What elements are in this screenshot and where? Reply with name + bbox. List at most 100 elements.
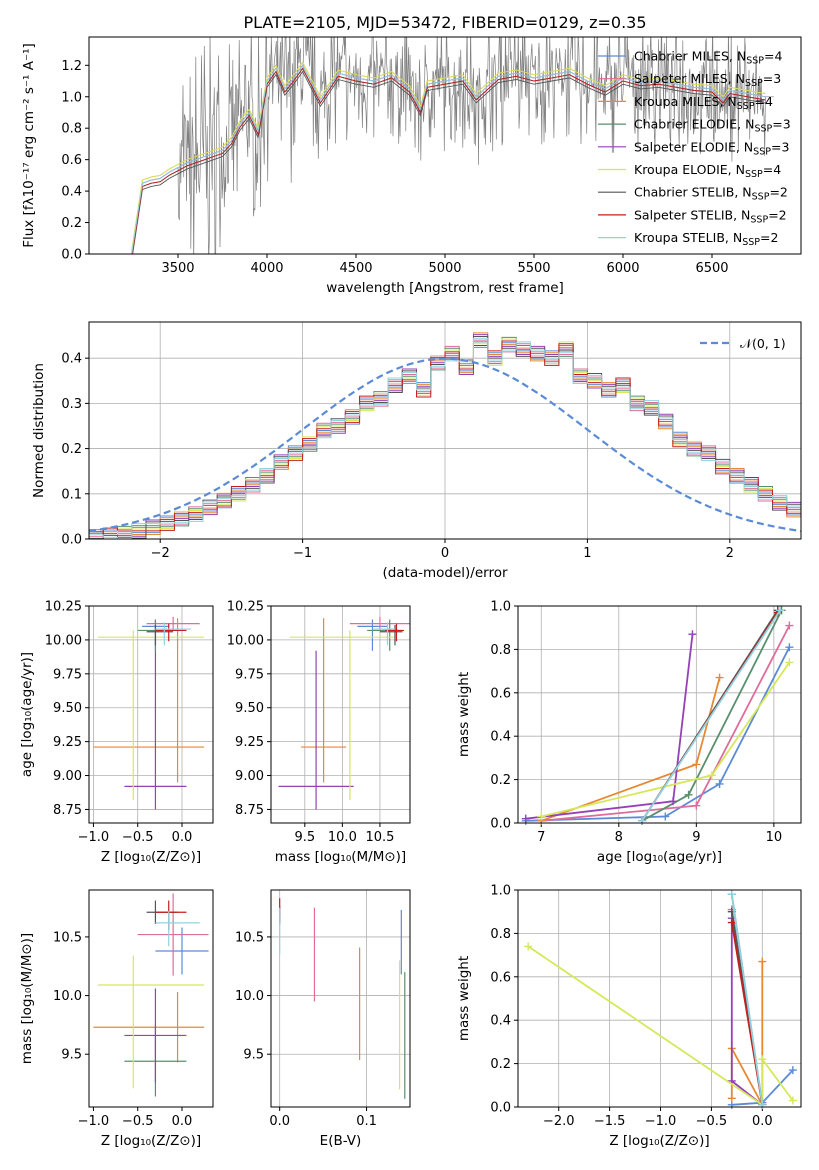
mass-weight-point-7 xyxy=(727,918,736,927)
residual-histogram-0 xyxy=(89,342,801,539)
legend-name: Salpeter ELODIE, N xyxy=(634,139,753,154)
chart-title: PLATE=2105, MJD=53472, FIBERID=0129, z=0… xyxy=(243,13,646,32)
mass-weight-point-2 xyxy=(758,957,767,966)
legend-tail: =4 xyxy=(755,94,773,109)
legend-entry-0: Chabrier MILES, NSSP=4 xyxy=(634,49,783,67)
y-tick-label-5: 9.5 xyxy=(61,1048,82,1063)
x-axis-label-7: Z [log₁₀(Z/Z⊙)] xyxy=(609,1133,709,1149)
x-tick-label-3: 9.5 xyxy=(294,830,315,845)
x-tick-label-5: 0.0 xyxy=(172,1114,193,1129)
legend-tail: =4 xyxy=(763,162,781,177)
y-tick-label-5: 10.0 xyxy=(53,989,82,1004)
axes-frame-2 xyxy=(88,605,214,824)
legend-entry-1: Salpeter MILES, NSSP=3 xyxy=(634,71,781,89)
x-axis-label-5: Z [log₁₀(Z/Z⊙)] xyxy=(101,1133,201,1149)
y-tick-label-3: 10.00 xyxy=(227,633,264,648)
mass-weight-point-0 xyxy=(785,643,794,652)
x-tick-label-0: 5500 xyxy=(517,261,550,276)
y-tick-label-2: 10.00 xyxy=(45,633,82,648)
mass-weight-point-5 xyxy=(758,1055,767,1064)
y-tick-label-5: 10.5 xyxy=(53,930,82,945)
legend-sub: SSP xyxy=(737,101,755,112)
mass-weight-point-5 xyxy=(785,658,794,667)
y-tick-label-7: 0.2 xyxy=(490,1057,511,1072)
x-tick-label-2: −0.5 xyxy=(122,830,154,845)
x-tick-label-6: 0.0 xyxy=(269,1114,290,1129)
y-tick-label-3: 9.25 xyxy=(235,735,264,750)
x-tick-label-1: 0 xyxy=(441,546,449,561)
x-tick-label-0: 4500 xyxy=(339,261,372,276)
axes-frame-3 xyxy=(270,605,411,824)
y-tick-label-3: 8.75 xyxy=(235,803,264,818)
legend-entry-6: Chabrier STELIB, NSSP=2 xyxy=(634,185,788,203)
mass-weight-line-5 xyxy=(527,945,794,1107)
x-tick-label-5: −0.5 xyxy=(122,1114,154,1129)
residual-histogram-1 xyxy=(89,339,801,539)
legend-entry-5: Kroupa ELODIE, NSSP=4 xyxy=(634,162,781,180)
x-tick-label-4: 7 xyxy=(537,830,545,845)
legend-name: Chabrier ELODIE, N xyxy=(634,117,754,132)
mass-weight-line-8 xyxy=(641,609,781,822)
y-tick-label-3: 9.50 xyxy=(235,701,264,716)
mass-weight-point-5 xyxy=(788,1096,797,1105)
y-axis-label-4: mass weight xyxy=(456,672,472,757)
errorbar-panel-5: −1.0 −0.5 0.0 9.5 10.0 10.5 Z [log₁₀(Z/Z⊙)] mas… xyxy=(19,889,214,1149)
y-tick-label-7: 0.4 xyxy=(490,1014,511,1029)
mass-weight-line-5 xyxy=(541,661,791,818)
y-tick-label-4: 0.0 xyxy=(490,817,511,832)
legend-sub: SSP xyxy=(754,124,772,135)
legend-sub: SSP xyxy=(745,169,763,180)
x-axis-label-1: (data-model)/error xyxy=(382,565,508,581)
x-axis-label-3: mass [log₁₀(M/M⊙)] xyxy=(275,849,406,865)
x-tick-label-0: 6500 xyxy=(695,261,728,276)
mass-weight-point-1 xyxy=(785,621,794,630)
x-axis-label-2: Z [log₁₀(Z/Z⊙)] xyxy=(101,849,201,865)
x-tick-label-0: 5000 xyxy=(428,261,461,276)
legend-sub: SSP xyxy=(746,56,764,67)
mass-weight-panel-4: 7 8 9 10 0.0 0.2 0.4 0.6 0.8 1.0 age [log₁₀(age/yr… xyxy=(456,600,802,865)
spectrum-plot-area xyxy=(106,37,774,254)
y-tick-label-4: 1.0 xyxy=(490,600,511,615)
mass-weight-line-4 xyxy=(525,634,694,820)
y-axis-label-1: Normed distribution xyxy=(31,363,47,498)
errorbar-panel-2: −1.0 −0.5 0.0 8.75 9.00 9.25 9.50 9.75 10.00 10.2… xyxy=(19,600,214,865)
legend-name: Kroupa ELODIE, N xyxy=(634,162,745,177)
mass-weight-point-2 xyxy=(692,760,701,769)
residual-histogram-7 xyxy=(89,340,801,539)
x-tick-label-4: 10 xyxy=(766,830,783,845)
mass-weight-point-2 xyxy=(715,673,724,682)
x-tick-label-7: −2.0 xyxy=(543,1114,575,1129)
mass-weight-point-4 xyxy=(669,797,678,806)
y-tick-label-3: 9.00 xyxy=(235,769,264,784)
x-axis-label-6: E(B-V) xyxy=(320,1133,362,1149)
mass-weight-point-5 xyxy=(524,942,533,951)
normal-distribution-curve xyxy=(89,357,801,533)
observed-spectrum-line xyxy=(106,37,774,254)
legend-tail: =2 xyxy=(760,230,778,245)
legend-normal-label: 𝒩(0, 1) xyxy=(740,336,786,351)
y-tick-label-6: 10.5 xyxy=(235,930,264,945)
y-tick-label-0: 0.0 xyxy=(61,248,82,263)
x-tick-label-4: 8 xyxy=(615,830,623,845)
legend-tail: =2 xyxy=(769,185,787,200)
x-tick-label-6: 0.1 xyxy=(356,1114,377,1129)
y-tick-label-1: 0.1 xyxy=(61,487,82,502)
legend-name: Chabrier STELIB, N xyxy=(634,185,752,200)
x-tick-label-5: −1.0 xyxy=(78,1114,110,1129)
mass-weight-point-3 xyxy=(684,790,693,799)
legend-sub: SSP xyxy=(745,78,763,89)
mass-weight-line-2 xyxy=(730,961,764,1106)
x-tick-label-1: −2 xyxy=(151,546,170,561)
y-tick-label-1: 0.2 xyxy=(61,442,82,457)
x-tick-label-2: 0.0 xyxy=(172,830,193,845)
mass-weight-line-1 xyxy=(541,625,791,822)
mass-weight-point-8 xyxy=(727,890,736,899)
x-tick-label-7: −0.5 xyxy=(696,1114,728,1129)
x-tick-label-0: 3500 xyxy=(161,261,194,276)
y-tick-label-4: 0.6 xyxy=(490,686,511,701)
spectrum-panel: PLATE=2105, MJD=53472, FIBERID=0129, z=0… xyxy=(21,13,802,296)
mass-weight-point-5 xyxy=(537,812,546,821)
mass-weight-point-2 xyxy=(727,1094,736,1103)
errorbar-panel-3: 9.5 10.0 10.5 8.75 9.00 9.25 9.50 9.75 10.00 10.2… xyxy=(227,600,411,865)
axes-frame-6 xyxy=(270,889,411,1108)
